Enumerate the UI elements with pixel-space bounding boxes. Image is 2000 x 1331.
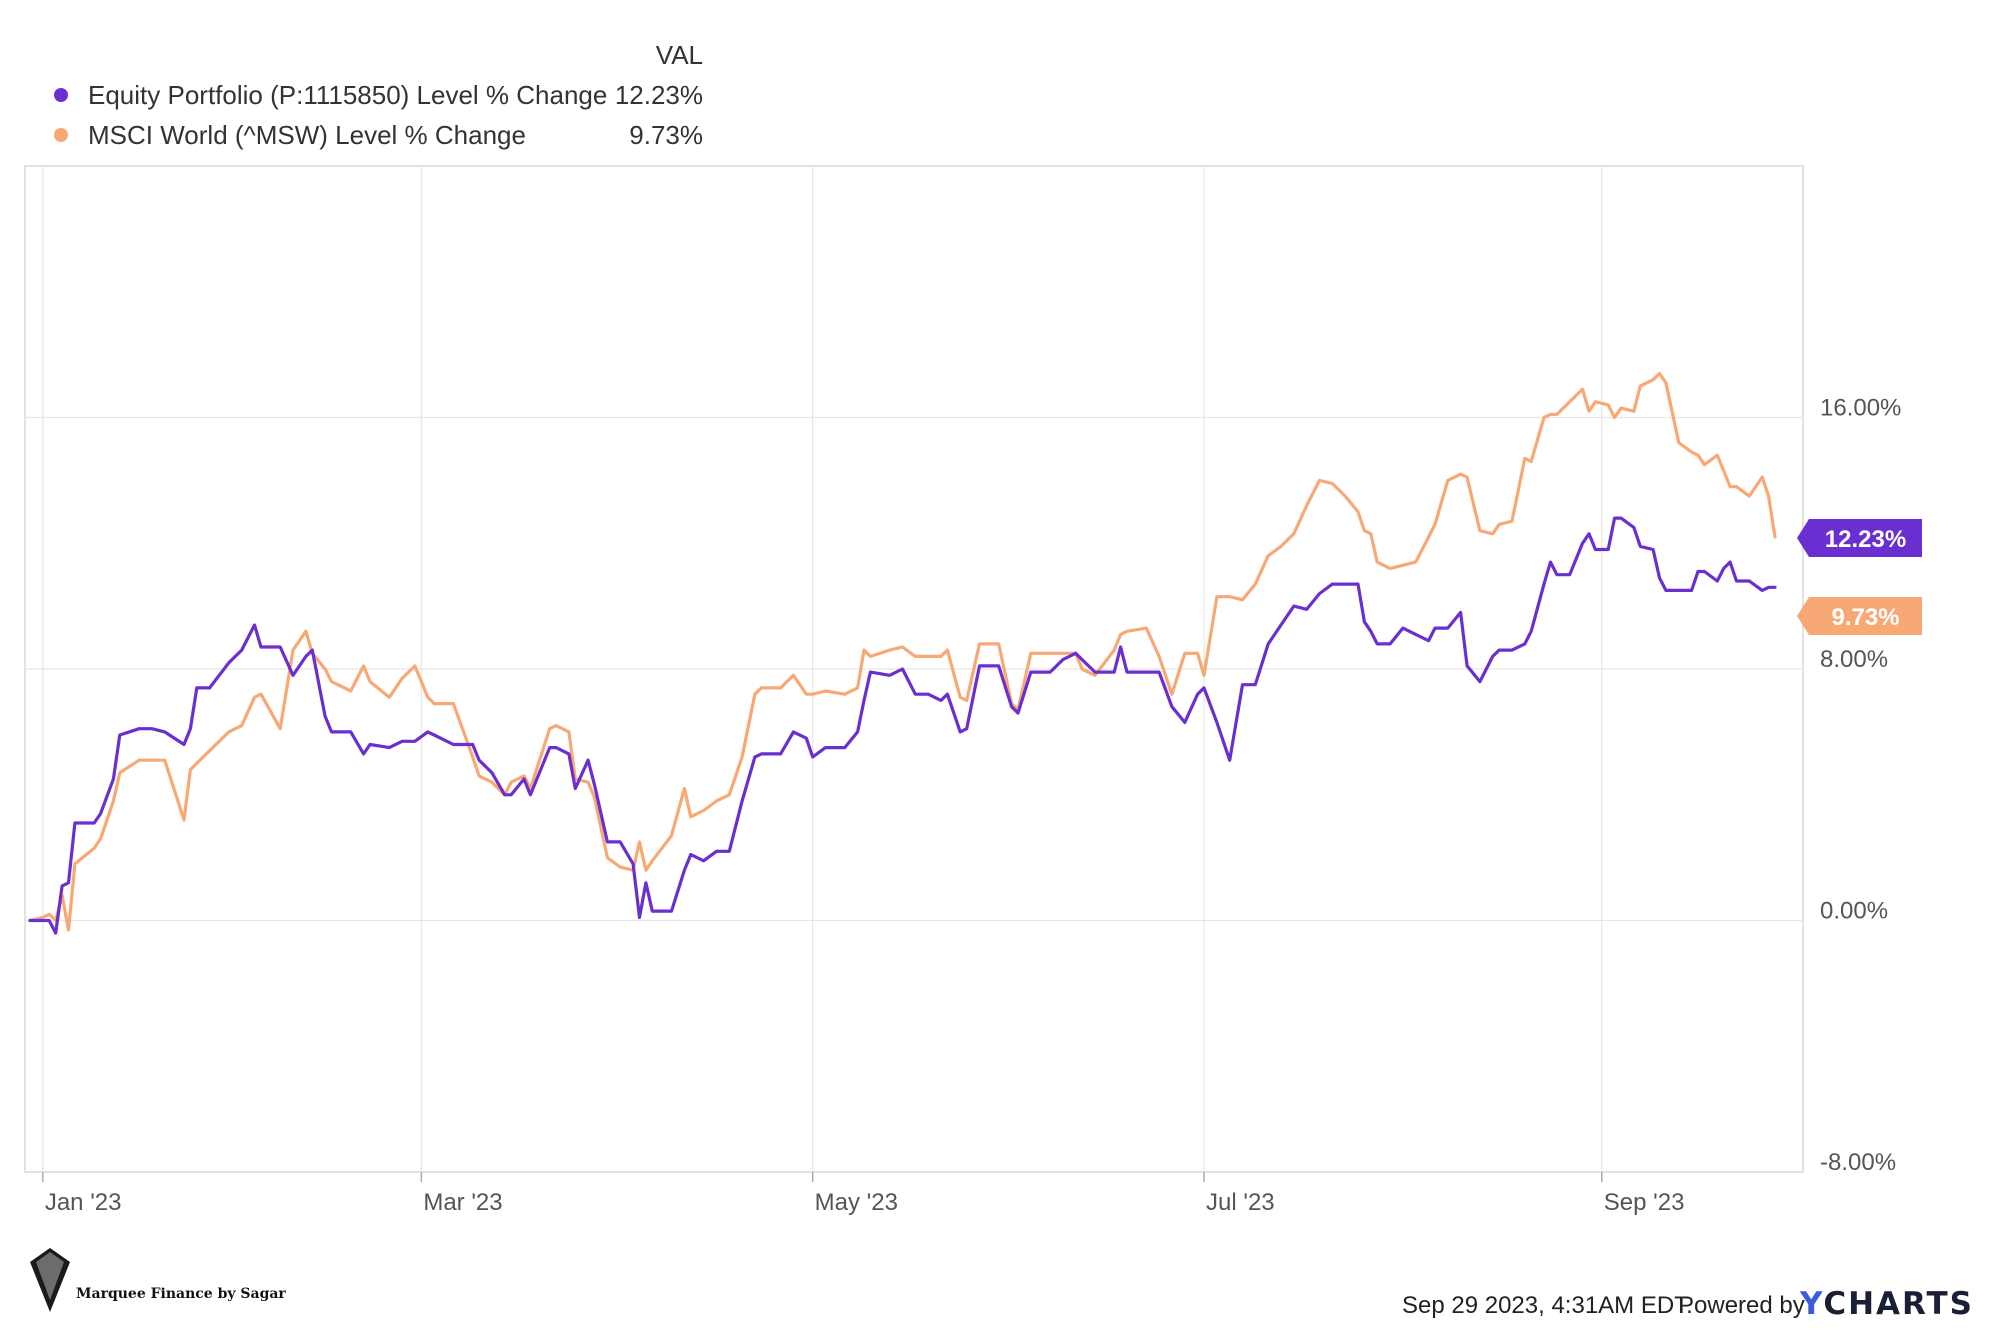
diamond-facet-icon <box>36 1252 64 1300</box>
x-tick-label: May '23 <box>815 1189 898 1216</box>
legend-column-header: VAL <box>656 40 703 70</box>
y-tick-label: 0.00% <box>1820 898 1888 925</box>
y-axis: 16.00% 8.00% 0.00% -8.00% <box>1820 395 1901 1177</box>
y-tick-label: -8.00% <box>1820 1149 1896 1176</box>
legend-rows: Equity Portfolio (P:1115850) Level % Cha… <box>54 80 703 150</box>
y-tick-label: 8.00% <box>1820 646 1888 673</box>
y-tick-label: 16.00% <box>1820 395 1901 422</box>
legend: VAL Equity Portfolio (P:1115850) Level %… <box>54 40 703 150</box>
series-line-0 <box>28 516 1777 935</box>
legend-series-value: 12.23% <box>615 80 703 110</box>
x-tick-label: Sep '23 <box>1604 1189 1685 1216</box>
footer-powered-by: Powered by <box>1678 1292 1805 1319</box>
legend-series-name: MSCI World (^MSW) Level % Change <box>88 120 526 150</box>
legend-marker <box>54 88 68 102</box>
ycharts-logo[interactable]: YCHARTS <box>1799 1286 1974 1322</box>
end-label: 12.23% <box>1825 526 1906 553</box>
x-tick-label: Mar '23 <box>423 1189 502 1216</box>
end-label-bg <box>1797 519 1922 557</box>
watermark: Marquee Finance by Sagar <box>30 1248 286 1312</box>
legend-series-value: 9.73% <box>629 120 703 150</box>
watermark-text: Marquee Finance by Sagar <box>76 1286 286 1302</box>
x-tick-label: Jan '23 <box>45 1189 122 1216</box>
footer: Sep 29 2023, 4:31AM EDT. Powered by YCHA… <box>1402 1286 1974 1322</box>
series-layer <box>28 371 1777 935</box>
end-label-bg <box>1797 597 1922 635</box>
x-tick-label: Jul '23 <box>1206 1189 1275 1216</box>
x-axis: Jan '23 Mar '23 May '23 Jul '23 Sep '23 <box>42 1172 1685 1216</box>
series-line-1 <box>28 371 1777 932</box>
legend-marker <box>54 128 68 142</box>
end-label: 9.73% <box>1831 604 1899 631</box>
grid <box>25 166 1803 1172</box>
end-labels: 12.23% 9.73% <box>1797 519 1922 635</box>
legend-series-name: Equity Portfolio (P:1115850) Level % Cha… <box>88 80 607 110</box>
footer-timestamp: Sep 29 2023, 4:31AM EDT. <box>1402 1292 1693 1319</box>
